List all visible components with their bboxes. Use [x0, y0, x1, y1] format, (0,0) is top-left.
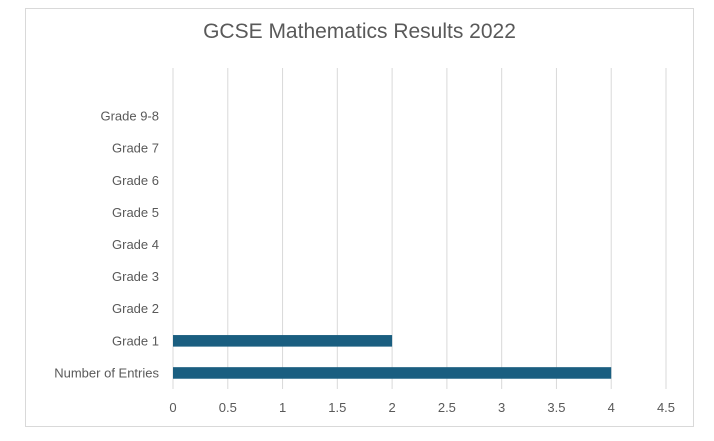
category-label: Grade 9-8 — [100, 109, 159, 124]
x-tick-label: 3 — [498, 400, 505, 415]
category-label: Grade 4 — [112, 237, 159, 252]
x-tick-label: 3.5 — [547, 400, 565, 415]
x-tick-label: 1 — [279, 400, 286, 415]
x-tick-label: 4.5 — [657, 400, 675, 415]
x-tick-label: 1.5 — [328, 400, 346, 415]
x-tick-label: 2 — [388, 400, 395, 415]
chart-title: GCSE Mathematics Results 2022 — [203, 20, 516, 43]
bar — [173, 367, 612, 379]
category-label: Grade 3 — [112, 269, 159, 284]
category-label: Grade 7 — [112, 141, 159, 156]
chart-frame — [25, 8, 694, 427]
x-tick-label: 4 — [608, 400, 615, 415]
category-labels: Number of Entries Grade 1 Grade 2 Grade 3 Gr… — [54, 109, 159, 381]
category-label: Grade 5 — [112, 205, 159, 220]
x-tick-label: 0 — [169, 400, 176, 415]
x-tick-label: 2.5 — [438, 400, 456, 415]
category-label: Grade 1 — [112, 333, 159, 348]
bar — [173, 335, 393, 347]
bars — [173, 335, 612, 379]
category-label: Number of Entries — [54, 365, 159, 380]
x-tick-labels: 0 0.5 1 1.5 2 2.5 3 3.5 4 4.5 — [169, 400, 675, 415]
x-tick-label: 0.5 — [219, 400, 237, 415]
category-label: Grade 2 — [112, 301, 159, 316]
category-label: Grade 6 — [112, 173, 159, 188]
